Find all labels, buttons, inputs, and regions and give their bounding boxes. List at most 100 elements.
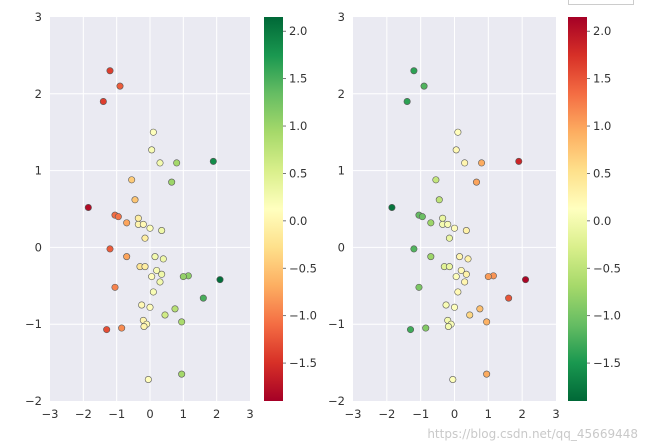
colorbar-tick-label: −1.5 (593, 356, 621, 370)
scatter-point (420, 82, 428, 90)
scatter-points (388, 67, 530, 383)
scatter-point (410, 245, 418, 253)
scatter-point (407, 326, 415, 334)
scatter-point (103, 326, 111, 334)
x-tick-label: −3 (42, 407, 59, 421)
colorbar-tick-label: −1.0 (289, 309, 317, 323)
y-tick-label: 3 (338, 10, 345, 24)
scatter-point (148, 146, 156, 154)
scatter-point (118, 324, 126, 332)
scatter-point (415, 283, 423, 291)
right-colorbar: 2.0 1.5 1.0 0.5 0.0 −0.5 −1.0 −1.5 (568, 17, 621, 401)
scatter-point (456, 253, 464, 261)
scatter-point (199, 294, 207, 302)
colorbar-tick-label: 0.5 (593, 166, 611, 180)
scatter-point (454, 128, 462, 136)
scatter-point (445, 263, 453, 271)
scatter-point (515, 157, 523, 165)
scatter-point (99, 97, 107, 105)
y-tick-label: 1 (35, 164, 42, 178)
scatter-point (111, 283, 119, 291)
scatter-point (461, 159, 469, 167)
scatter-point (444, 220, 452, 228)
x-tick-label: 3 (246, 407, 253, 421)
colorbar-tick-label: −0.5 (289, 261, 317, 275)
x-tick-label: 0 (451, 407, 458, 421)
y-tick-label: 3 (35, 10, 42, 24)
scatter-point (464, 255, 472, 263)
scatter-point (173, 159, 181, 167)
x-tick-labels: −3 −2 −1 0 1 2 3 (345, 407, 560, 421)
x-tick-label: −2 (75, 407, 92, 421)
grid (50, 17, 250, 401)
scatter-point (483, 370, 491, 378)
scatter-point (144, 375, 152, 383)
scatter-point (151, 253, 159, 261)
scatter-point (209, 157, 217, 165)
colorbar-tick-label: 0.5 (289, 166, 307, 180)
scatter-point (139, 220, 147, 228)
scatter-point (161, 311, 169, 319)
scatter-point (149, 288, 157, 296)
scatter-point (216, 276, 224, 284)
scatter-point (146, 224, 154, 232)
scatter-point (427, 219, 435, 227)
x-tick-label: 1 (485, 407, 492, 421)
scatter-point (123, 219, 131, 227)
y-tick-labels: −2 −1 0 1 2 3 (328, 10, 345, 408)
colorbar-tick-label: 2.0 (593, 24, 611, 38)
scatter-point (156, 278, 164, 286)
colorbar-tick-label: 0.0 (593, 214, 611, 228)
y-tick-labels: −2 −1 0 1 2 3 (25, 10, 42, 408)
scatter-point (432, 176, 440, 184)
scatter-point (410, 67, 418, 75)
scatter-point (156, 159, 164, 167)
scatter-point (462, 270, 470, 278)
scatter-points (84, 67, 224, 383)
colorbar-tick-labels: 2.0 1.5 1.0 0.5 0.0 −0.5 −1.0 −1.5 (587, 24, 621, 370)
scatter-point (178, 370, 186, 378)
y-tick-label: −2 (328, 394, 345, 408)
scatter-point (141, 263, 149, 271)
x-tick-label: 0 (146, 407, 153, 421)
scatter-point (141, 234, 149, 242)
y-tick-label: 2 (338, 87, 345, 101)
scatter-point (452, 146, 460, 154)
y-tick-label: 0 (338, 240, 345, 254)
scatter-point (388, 203, 396, 211)
scatter-point (454, 288, 462, 296)
scatter-point (444, 323, 452, 331)
scatter-point (128, 176, 136, 184)
scatter-point (445, 234, 453, 242)
colorbar-gradient (264, 17, 283, 401)
scatter-point (450, 224, 458, 232)
scatter-point (159, 255, 167, 263)
scatter-point (452, 273, 460, 281)
scatter-point (123, 253, 131, 261)
y-tick-label: −1 (25, 317, 42, 331)
colorbar-tick-label: 1.0 (289, 119, 307, 133)
scatter-point (140, 323, 148, 331)
left-colorbar: 2.0 1.5 1.0 0.5 0.0 −0.5 −1.0 −1.5 (264, 17, 317, 401)
x-tick-label: −1 (108, 407, 125, 421)
scatter-point (449, 375, 457, 383)
scatter-point (158, 227, 166, 235)
x-tick-labels: −3 −2 −1 0 1 2 3 (42, 407, 254, 421)
scatter-point (179, 273, 187, 281)
scatter-point (505, 294, 513, 302)
y-tick-label: 2 (35, 87, 42, 101)
scatter-point (148, 273, 156, 281)
scatter-point (462, 227, 470, 235)
scatter-point (427, 253, 435, 261)
colorbar-tick-label: 2.0 (289, 24, 307, 38)
colorbar-tick-label: 0.0 (289, 214, 307, 228)
scatter-point (131, 196, 139, 204)
scatter-point (403, 97, 411, 105)
x-tick-label: 3 (552, 407, 559, 421)
scatter-point (418, 213, 426, 221)
scatter-point (168, 178, 176, 186)
y-tick-label: 0 (35, 240, 42, 254)
scatter-point (439, 214, 447, 222)
